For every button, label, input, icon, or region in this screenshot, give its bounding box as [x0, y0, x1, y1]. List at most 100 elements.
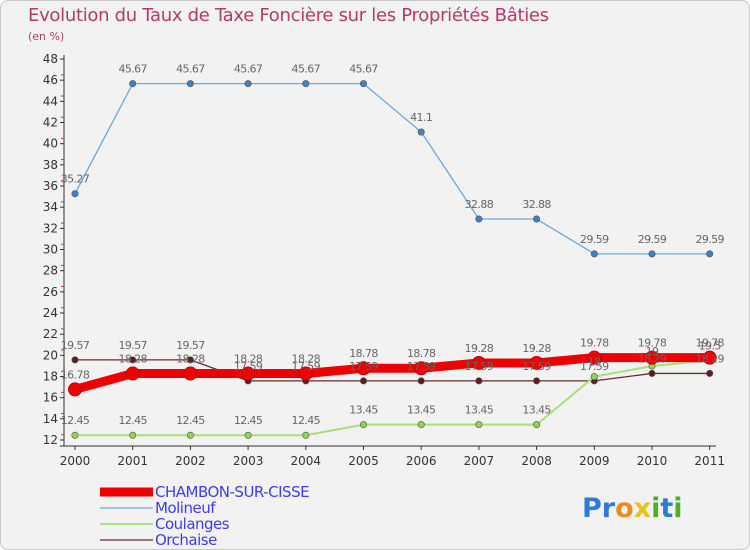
y-tick-label: 48 [43, 52, 58, 66]
data-label-coulanges: 18 [588, 356, 601, 369]
data-label-orchaise: 18.29 [638, 352, 667, 365]
data-label-chambon-sur-cisse: 16.78 [61, 368, 90, 381]
data-point-coulanges [590, 373, 598, 381]
data-point-molineuf [129, 80, 137, 88]
data-label-molineuf: 32.88 [522, 198, 551, 211]
data-label-orchaise: 17.59 [349, 360, 378, 373]
y-tick-label: 24 [43, 306, 58, 320]
y-tick-label: 44 [43, 94, 58, 108]
data-point-orchaise [533, 377, 541, 385]
data-label-chambon-sur-cisse: 19.78 [638, 337, 667, 350]
data-label-molineuf: 45.67 [118, 63, 147, 76]
data-label-chambon-sur-cisse: 18.28 [176, 353, 205, 366]
data-point-molineuf [302, 80, 310, 88]
data-point-coulanges [359, 421, 367, 429]
data-point-orchaise [71, 356, 79, 364]
x-tick-label: 2011 [694, 454, 725, 468]
data-point-molineuf [706, 250, 714, 258]
x-tick-label: 2000 [60, 454, 91, 468]
data-label-chambon-sur-cisse: 18.78 [349, 347, 378, 360]
data-point-molineuf [475, 215, 483, 223]
series-line-orchaise [74, 359, 711, 382]
x-tick-label: 2003 [233, 454, 264, 468]
data-point-molineuf [359, 80, 367, 88]
data-label-chambon-sur-cisse: 19.78 [580, 337, 609, 350]
legend-label-coulanges: Coulanges [155, 515, 230, 533]
data-point-orchaise [359, 377, 367, 385]
data-label-molineuf: 45.67 [234, 63, 263, 76]
data-point-molineuf [417, 128, 425, 136]
y-tick-label: 16 [43, 391, 58, 405]
data-point-chambon-sur-cisse [529, 355, 544, 370]
data-label-coulanges: 12.45 [61, 414, 90, 427]
y-tick-label: 46 [43, 73, 58, 87]
data-point-coulanges [244, 431, 252, 439]
data-point-orchaise [417, 377, 425, 385]
y-tick-label: 36 [43, 179, 58, 193]
data-point-chambon-sur-cisse [587, 350, 602, 365]
data-label-orchaise: 17.59 [292, 360, 321, 373]
data-point-chambon-sur-cisse [702, 350, 717, 365]
data-point-orchaise [648, 369, 656, 377]
data-label-coulanges: 12.45 [292, 414, 321, 427]
y-tick-label: 22 [43, 327, 58, 341]
x-tick-label: 2009 [579, 454, 610, 468]
y-tick-label: 26 [43, 285, 58, 299]
data-label-coulanges: 12.45 [176, 414, 205, 427]
data-label-orchaise: 17.59 [465, 360, 494, 373]
data-label-chambon-sur-cisse: 19.28 [522, 342, 551, 355]
chart-title: Evolution du Taux de Taxe Foncière sur l… [28, 5, 549, 26]
data-point-chambon-sur-cisse [414, 361, 429, 376]
y-tick-label: 30 [43, 243, 58, 257]
data-label-coulanges: 19.5 [699, 340, 722, 353]
x-tick-label: 2006 [406, 454, 437, 468]
data-point-chambon-sur-cisse [298, 366, 313, 381]
y-tick-label: 12 [43, 433, 58, 447]
data-label-coulanges: 12.45 [118, 414, 147, 427]
data-label-coulanges: 12.45 [234, 414, 263, 427]
data-label-molineuf: 29.59 [638, 233, 667, 246]
data-point-molineuf [186, 80, 194, 88]
data-label-orchaise: 17.59 [234, 360, 263, 373]
data-label-coulanges: 13.45 [522, 404, 551, 417]
series-line-coulanges [74, 359, 711, 437]
data-label-coulanges: 13.45 [465, 404, 494, 417]
data-point-chambon-sur-cisse [125, 366, 140, 381]
data-label-molineuf: 41.1 [410, 111, 432, 124]
data-point-chambon-sur-cisse [356, 361, 371, 376]
data-point-chambon-sur-cisse [68, 382, 82, 397]
data-point-chambon-sur-cisse [241, 366, 256, 381]
data-point-coulanges [129, 431, 137, 439]
data-label-molineuf: 45.67 [349, 63, 378, 76]
legend-label-molineuf: Molineuf [155, 499, 216, 517]
x-tick-label: 2007 [464, 454, 495, 468]
data-point-molineuf [71, 190, 79, 198]
data-label-chambon-sur-cisse: 18.28 [234, 353, 263, 366]
data-point-coulanges [475, 421, 483, 429]
x-tick-label: 2004 [291, 454, 322, 468]
data-point-molineuf [244, 80, 252, 88]
series-line-chambon-sur-cisse [70, 353, 715, 394]
proxiti-logo: Proxiti [582, 493, 683, 524]
data-label-coulanges: 13.45 [349, 404, 378, 417]
data-label-molineuf: 32.88 [465, 198, 494, 211]
y-tick-label: 14 [43, 412, 58, 426]
legend-label-orchaise: Orchaise [155, 531, 217, 549]
data-point-coulanges [302, 431, 310, 439]
data-point-chambon-sur-cisse [645, 350, 659, 365]
data-label-orchaise: 17.59 [580, 360, 609, 373]
y-tick-label: 38 [43, 158, 58, 172]
data-point-coulanges [533, 421, 541, 429]
y-tick-label: 28 [43, 264, 58, 278]
y-tick-label: 40 [43, 137, 58, 151]
data-point-orchaise [129, 356, 137, 364]
data-label-molineuf: 29.59 [580, 233, 609, 246]
data-label-molineuf: 45.67 [176, 63, 205, 76]
x-tick-label: 2002 [175, 454, 206, 468]
x-tick-label: 2001 [117, 454, 148, 468]
data-point-molineuf [648, 250, 656, 258]
data-label-chambon-sur-cisse: 18.28 [118, 353, 147, 366]
data-label-chambon-sur-cisse: 18.78 [407, 347, 436, 360]
y-tick-label: 34 [43, 200, 58, 214]
series-line-molineuf [74, 83, 711, 255]
